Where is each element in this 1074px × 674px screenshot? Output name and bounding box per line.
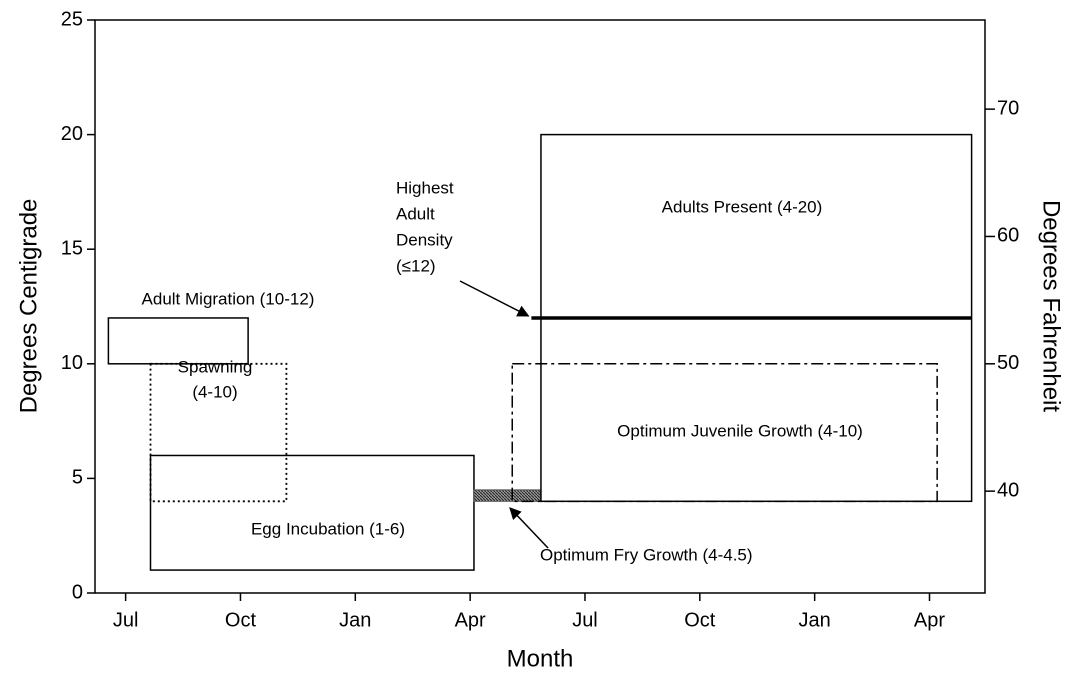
range-box xyxy=(149,362,288,503)
plot-frame xyxy=(94,19,986,594)
y-axis-label: Degrees Centigrade xyxy=(15,199,42,414)
y2-tick-label: 70 xyxy=(997,97,1019,119)
y-tick-label: 5 xyxy=(72,467,83,489)
y-tick-label: 0 xyxy=(72,581,83,603)
x-tick-label: Jul xyxy=(572,609,598,631)
range-label: Adults Present (4-20) xyxy=(662,197,823,216)
y-tick-label: 25 xyxy=(61,8,83,30)
y-tick-label: 10 xyxy=(61,352,83,374)
x-tick-label: Apr xyxy=(914,609,945,631)
x-tick-label: Jan xyxy=(339,609,371,631)
x-tick-label: Apr xyxy=(455,609,486,631)
y2-axis-label: Degrees Fahrenheit xyxy=(1038,200,1065,412)
x-tick-label: Jan xyxy=(799,609,831,631)
annotation-arrow xyxy=(459,280,530,317)
y2-tick-label: 60 xyxy=(997,225,1019,247)
y2-tick-label: 50 xyxy=(997,352,1019,374)
range-label: (4-10) xyxy=(192,382,237,401)
range-label: Spawning xyxy=(178,357,253,376)
y-tick-label: 20 xyxy=(61,123,83,145)
x-tick-label: Oct xyxy=(225,609,257,631)
line-label: Adult xyxy=(396,204,435,223)
y2-tick-label: 40 xyxy=(997,479,1019,501)
x-axis-label: Month xyxy=(507,645,574,672)
range-label: Optimum Fry Growth (4-4.5) xyxy=(540,545,753,564)
range-label: Adult Migration (10-12) xyxy=(142,289,315,308)
range-label: Optimum Juvenile Growth (4-10) xyxy=(617,421,863,440)
annotation-arrow xyxy=(509,507,549,549)
line-label: (≤12) xyxy=(396,256,436,275)
x-tick-label: Jul xyxy=(113,609,139,631)
x-tick-label: Oct xyxy=(684,609,716,631)
range-box xyxy=(473,489,542,502)
line-label: Highest xyxy=(396,178,454,197)
range-box xyxy=(511,363,938,503)
y-tick-label: 15 xyxy=(61,237,83,259)
line-label: Density xyxy=(396,230,453,249)
range-label: Egg Incubation (1-6) xyxy=(251,519,405,538)
range-box xyxy=(107,317,249,365)
range-box xyxy=(149,454,475,571)
